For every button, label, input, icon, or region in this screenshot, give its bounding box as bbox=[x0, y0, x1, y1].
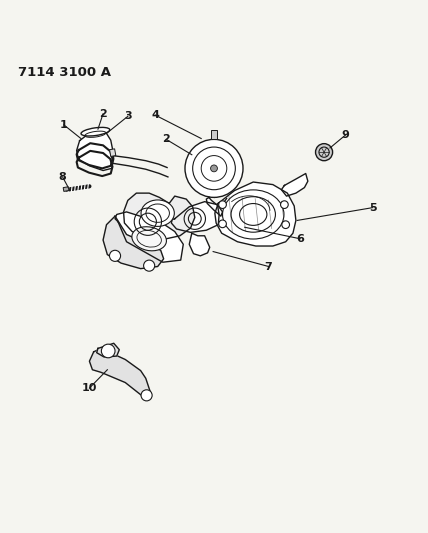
Text: 7: 7 bbox=[265, 262, 273, 271]
Circle shape bbox=[185, 139, 243, 197]
Polygon shape bbox=[281, 174, 308, 196]
Ellipse shape bbox=[141, 200, 174, 227]
Polygon shape bbox=[97, 343, 119, 357]
Circle shape bbox=[315, 143, 333, 161]
Polygon shape bbox=[215, 182, 296, 246]
Polygon shape bbox=[77, 131, 114, 171]
Circle shape bbox=[219, 201, 226, 208]
Circle shape bbox=[282, 221, 289, 229]
Text: 5: 5 bbox=[369, 203, 377, 213]
Text: 10: 10 bbox=[82, 383, 97, 393]
Circle shape bbox=[144, 260, 155, 271]
Polygon shape bbox=[124, 193, 195, 239]
Text: 3: 3 bbox=[124, 111, 132, 122]
Ellipse shape bbox=[132, 227, 166, 251]
Polygon shape bbox=[206, 197, 223, 216]
Text: 9: 9 bbox=[342, 130, 349, 140]
Polygon shape bbox=[103, 216, 163, 269]
Bar bbox=[63, 187, 69, 191]
Ellipse shape bbox=[81, 127, 110, 136]
Circle shape bbox=[141, 390, 152, 401]
Polygon shape bbox=[89, 349, 151, 398]
Circle shape bbox=[101, 344, 115, 358]
Bar bbox=[211, 130, 217, 139]
Polygon shape bbox=[171, 201, 219, 232]
Circle shape bbox=[219, 220, 226, 228]
Text: 8: 8 bbox=[59, 172, 66, 182]
Circle shape bbox=[280, 201, 288, 208]
Polygon shape bbox=[189, 233, 210, 256]
Circle shape bbox=[211, 165, 217, 172]
Text: 4: 4 bbox=[151, 110, 159, 120]
Bar bbox=[110, 149, 116, 156]
Text: 6: 6 bbox=[296, 234, 304, 244]
Circle shape bbox=[110, 251, 121, 261]
Polygon shape bbox=[115, 212, 183, 262]
Text: 7114 3100 A: 7114 3100 A bbox=[18, 66, 111, 79]
Text: 2: 2 bbox=[99, 109, 107, 119]
Text: 2: 2 bbox=[162, 134, 170, 144]
Text: 1: 1 bbox=[60, 120, 68, 130]
